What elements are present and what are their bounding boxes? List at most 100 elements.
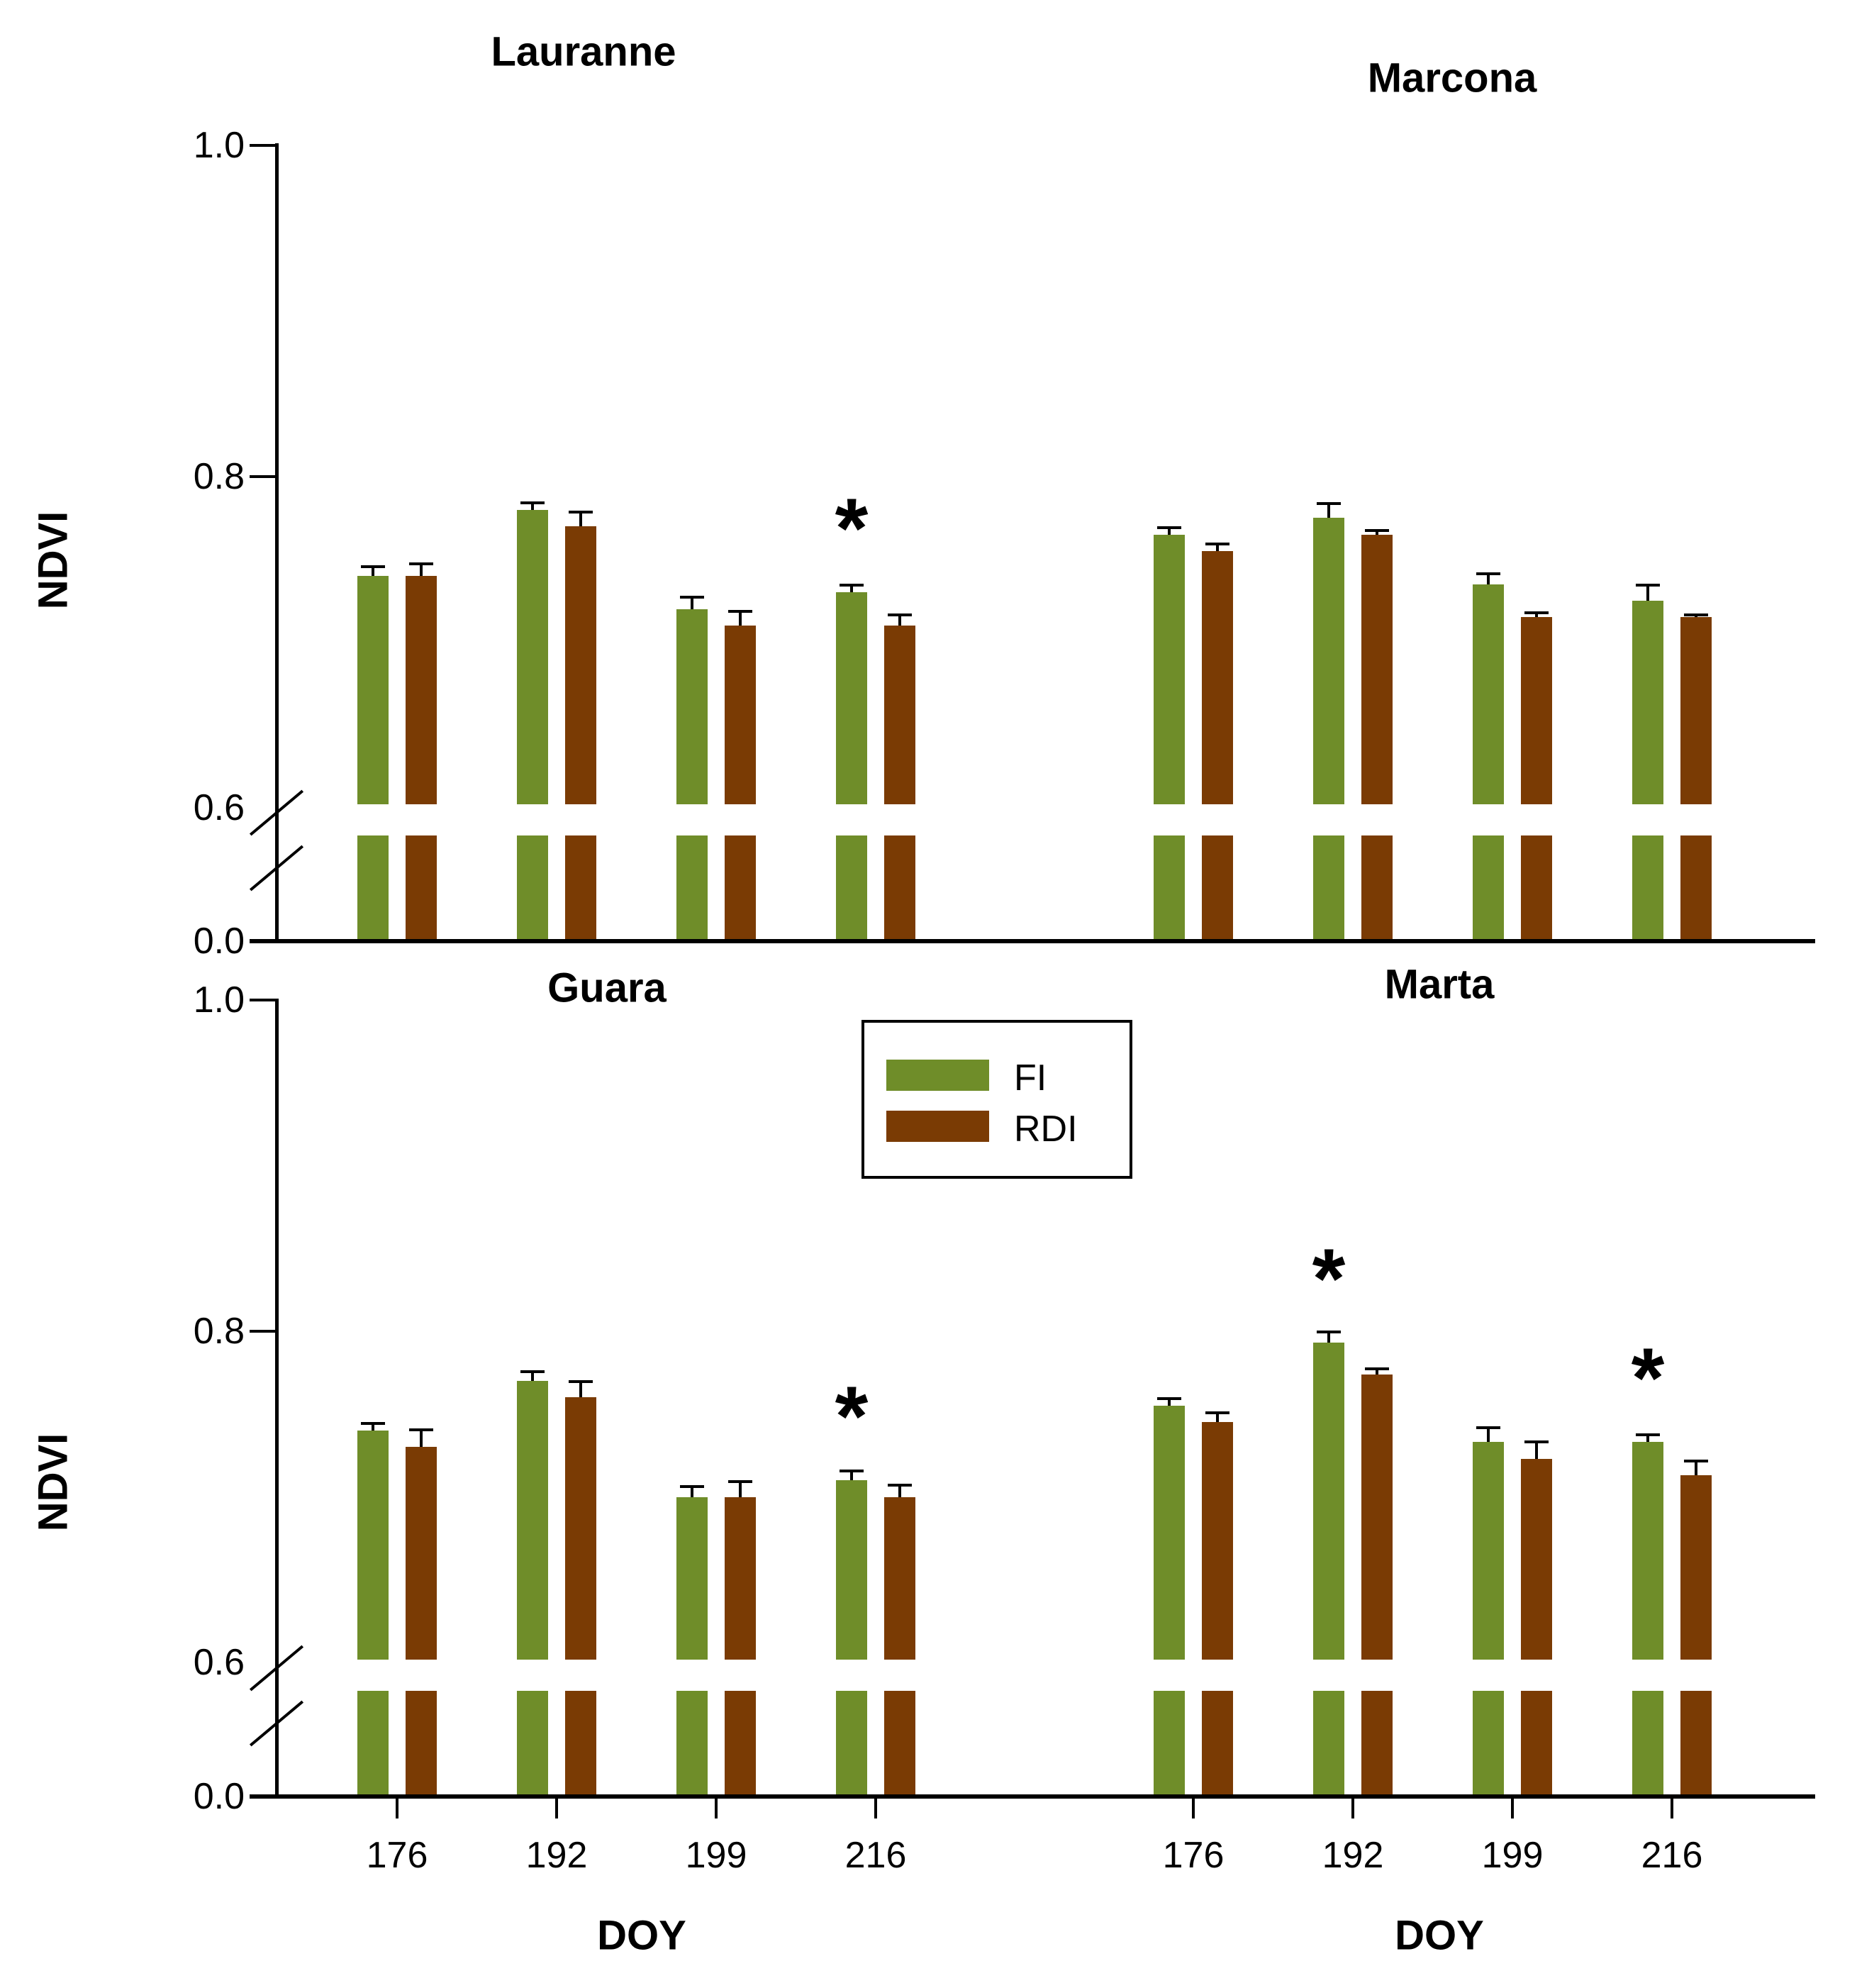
error-bar-cap-marta-rdi-176 [1205, 1411, 1229, 1414]
bar-lower-lauranne-rdi-216 [884, 835, 915, 939]
bar-lower-guara-rdi-176 [406, 1691, 437, 1794]
bar-lower-lauranne-fi-192 [517, 835, 548, 939]
error-bar-cap-guara-rdi-176 [409, 1428, 433, 1431]
error-bar-cap-marcona-fi-199 [1476, 572, 1500, 575]
bar-upper-marta-rdi-192 [1361, 1375, 1393, 1660]
bar-lower-marta-fi-199 [1473, 1691, 1504, 1794]
error-bar-line-marcona-fi-199 [1487, 574, 1490, 584]
bar-lower-guara-fi-192 [517, 1691, 548, 1794]
error-bar-line-guara-rdi-192 [579, 1382, 582, 1397]
error-bar-line-marcona-fi-192 [1327, 504, 1330, 518]
error-bar-cap-marcona-rdi-192 [1365, 529, 1389, 532]
y-tick [250, 475, 278, 478]
significance-asterisk-marta-192: * [1312, 1231, 1346, 1326]
error-bar-line-marta-fi-176 [1168, 1399, 1171, 1406]
error-bar-line-lauranne-rdi-176 [420, 565, 423, 576]
error-bar-cap-marta-fi-216 [1636, 1433, 1660, 1436]
error-bar-cap-lauranne-fi-192 [520, 501, 545, 504]
error-bar-cap-guara-fi-199 [680, 1485, 704, 1488]
error-bar-line-marta-rdi-192 [1376, 1370, 1378, 1375]
error-bar-line-marta-rdi-176 [1216, 1414, 1219, 1422]
bar-upper-marcona-fi-176 [1154, 535, 1185, 804]
bar-lower-marta-fi-176 [1154, 1691, 1185, 1794]
error-bar-cap-marcona-rdi-176 [1205, 543, 1229, 545]
bar-lower-marcona-fi-199 [1473, 835, 1504, 939]
error-bar-cap-guara-rdi-199 [728, 1480, 752, 1483]
error-bar-line-guara-fi-192 [531, 1372, 534, 1381]
x-tick-label: 192 [1322, 1835, 1384, 1876]
bar-lower-marcona-fi-192 [1313, 835, 1344, 939]
y-tick-label: 1.0 [193, 979, 245, 1021]
legend-swatch-fi [886, 1060, 989, 1091]
error-bar-line-marta-rdi-216 [1695, 1462, 1697, 1475]
error-bar-line-lauranne-fi-199 [691, 598, 693, 609]
error-bar-cap-lauranne-rdi-199 [728, 610, 752, 613]
x-tick [1671, 1797, 1673, 1818]
y-axis [275, 999, 279, 1794]
error-bar-line-marta-fi-216 [1646, 1436, 1649, 1442]
y-tick [250, 999, 278, 1001]
bar-lower-marcona-rdi-176 [1202, 835, 1233, 939]
error-bar-cap-marcona-fi-216 [1636, 584, 1660, 587]
significance-asterisk-lauranne-216: * [835, 481, 869, 576]
x-tick-label: 192 [525, 1835, 588, 1876]
error-bar-line-marcona-rdi-192 [1376, 531, 1378, 535]
panel-title-marcona: Marcona [1367, 55, 1537, 101]
error-bar-cap-marcona-rdi-199 [1524, 611, 1549, 614]
x-tick-label: 216 [1641, 1835, 1703, 1876]
bar-lower-lauranne-rdi-176 [406, 835, 437, 939]
error-bar-line-guara-fi-199 [691, 1487, 693, 1497]
bar-upper-guara-fi-192 [517, 1381, 548, 1660]
error-bar-line-lauranne-rdi-192 [579, 513, 582, 526]
error-bar-cap-marcona-fi-192 [1317, 502, 1341, 505]
x-tick-label: 176 [366, 1835, 428, 1876]
legend: FI RDI [861, 1020, 1132, 1179]
bar-upper-marta-fi-192 [1313, 1343, 1344, 1660]
error-bar-cap-marta-rdi-199 [1524, 1440, 1549, 1443]
error-bar-line-marcona-rdi-199 [1535, 613, 1538, 617]
y-tick-label: 0.8 [193, 1311, 245, 1352]
bar-lower-marcona-rdi-192 [1361, 835, 1393, 939]
error-bar-cap-lauranne-fi-216 [840, 584, 864, 587]
x-tick [874, 1797, 877, 1818]
y-tick-label: 0.0 [193, 921, 245, 962]
bar-upper-lauranne-rdi-176 [406, 576, 437, 804]
y-axis-label-top: NDVI [30, 511, 77, 610]
bar-lower-marcona-fi-216 [1632, 835, 1663, 939]
error-bar-cap-guara-rdi-192 [569, 1380, 593, 1383]
error-bar-line-marcona-fi-216 [1646, 586, 1649, 601]
x-tick [396, 1797, 398, 1818]
bar-upper-marta-fi-216 [1632, 1442, 1663, 1660]
error-bar-line-guara-rdi-176 [420, 1431, 423, 1447]
error-bar-line-marta-fi-199 [1487, 1428, 1490, 1442]
y-axis [275, 143, 279, 939]
panel-title-marta: Marta [1384, 961, 1495, 1008]
bar-upper-marcona-rdi-192 [1361, 535, 1393, 804]
bar-upper-guara-rdi-176 [406, 1447, 437, 1660]
bar-lower-guara-fi-199 [676, 1691, 708, 1794]
error-bar-cap-lauranne-fi-176 [361, 565, 385, 568]
bar-lower-lauranne-rdi-199 [725, 835, 756, 939]
error-bar-cap-marta-fi-199 [1476, 1426, 1500, 1429]
bar-upper-marcona-rdi-176 [1202, 551, 1233, 804]
error-bar-cap-marta-fi-192 [1317, 1331, 1341, 1333]
bar-lower-marta-rdi-199 [1521, 1691, 1552, 1794]
bar-lower-guara-rdi-199 [725, 1691, 756, 1794]
error-bar-cap-guara-fi-176 [361, 1422, 385, 1425]
x-axis [250, 939, 1815, 943]
y-tick [250, 144, 278, 147]
x-tick [1192, 1797, 1195, 1818]
bar-lower-marta-rdi-192 [1361, 1691, 1393, 1794]
bar-upper-guara-rdi-199 [725, 1497, 756, 1660]
error-bar-cap-guara-fi-216 [840, 1470, 864, 1472]
bar-upper-marta-fi-199 [1473, 1442, 1504, 1660]
error-bar-line-marcona-rdi-216 [1695, 616, 1697, 617]
error-bar-cap-marta-fi-176 [1157, 1397, 1181, 1400]
legend-label-rdi: RDI [1014, 1109, 1078, 1150]
y-axis-label-bottom: NDVI [30, 1433, 77, 1532]
y-tick [250, 1330, 278, 1333]
bar-upper-marcona-fi-192 [1313, 518, 1344, 804]
bar-upper-marta-fi-176 [1154, 1406, 1185, 1660]
error-bar-cap-marta-rdi-216 [1684, 1460, 1708, 1462]
